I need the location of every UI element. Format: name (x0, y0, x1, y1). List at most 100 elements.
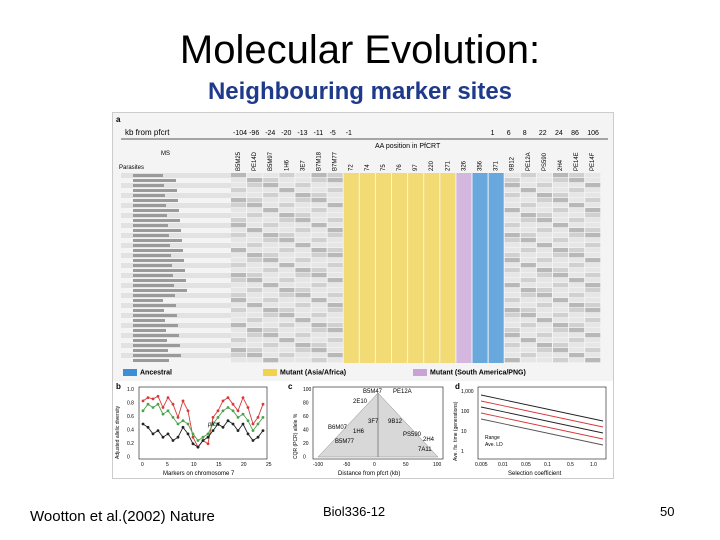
table-cell (263, 308, 279, 313)
table-cell (311, 298, 327, 303)
table-cell (504, 213, 520, 218)
table-cell (569, 313, 585, 318)
table-cell (279, 198, 295, 203)
parasite-name-bar (133, 219, 180, 222)
table-cell (553, 298, 569, 303)
table-cell (247, 243, 263, 248)
row-stripe (121, 243, 231, 248)
table-cell (231, 213, 247, 218)
table-cell (553, 323, 569, 328)
table-cell (247, 333, 263, 338)
table-cell (520, 213, 536, 218)
parasite-name-bar (133, 249, 183, 252)
table-cell (520, 358, 536, 363)
table-cell (295, 178, 311, 183)
marker-name: 271 (445, 160, 451, 171)
table-cell (279, 203, 295, 208)
table-cell (279, 338, 295, 343)
table-cell (520, 278, 536, 283)
table-cell (263, 173, 279, 178)
table-cell (504, 273, 520, 278)
table-cell (569, 343, 585, 348)
parasite-name-bar (133, 239, 182, 242)
table-cell (553, 288, 569, 293)
table-cell (263, 198, 279, 203)
table-cell (553, 353, 569, 358)
marker-name: PE14D (252, 151, 258, 171)
table-cell (279, 333, 295, 338)
table-cell (263, 183, 279, 188)
table-cell (569, 358, 585, 363)
series-red-point (256, 416, 260, 419)
table-cell (279, 343, 295, 348)
parasite-name-bar (133, 259, 184, 262)
table-cell (295, 288, 311, 293)
table-cell (295, 183, 311, 188)
table-cell (504, 283, 520, 288)
table-cell (536, 318, 552, 323)
table-cell (231, 198, 247, 203)
table-cell (279, 178, 295, 183)
table-cell (569, 203, 585, 208)
table-cell (311, 173, 327, 178)
marker-name: PS590 (542, 152, 548, 171)
table-cell (247, 273, 263, 278)
table-cell (247, 323, 263, 328)
kb-value: 106 (587, 130, 599, 137)
table-cell (327, 178, 343, 183)
row-stripe (121, 273, 231, 278)
table-cell (536, 353, 552, 358)
parasite-name-bar (133, 209, 179, 212)
series-black-point (206, 435, 210, 439)
row-stripe (121, 213, 231, 218)
table-cell (504, 248, 520, 253)
table-cell (553, 188, 569, 193)
panel-c-marker-label: PS590 (403, 432, 422, 438)
table-cell (504, 298, 520, 303)
table-cell (311, 343, 327, 348)
table-cell (231, 358, 247, 363)
row-stripe (121, 283, 231, 288)
series-black-point (146, 425, 150, 429)
table-cell (231, 223, 247, 228)
table-cell (536, 333, 552, 338)
table-cell (295, 278, 311, 283)
table-cell (311, 238, 327, 243)
legend-mutant-sa: Mutant (South America/PNG) (413, 369, 526, 376)
table-cell (504, 268, 520, 273)
table-cell (279, 248, 295, 253)
series-green-point (191, 432, 195, 436)
marker-name: 74 (365, 164, 371, 171)
table-cell (327, 308, 343, 313)
table-cell (585, 328, 601, 333)
table-cell (279, 213, 295, 218)
table-cell (585, 303, 601, 308)
table-cell (553, 228, 569, 233)
marker-name: PE12A (526, 152, 532, 171)
series-black-point (221, 425, 225, 429)
series-green-point (236, 416, 240, 419)
kb-value: 86 (571, 130, 579, 137)
row-stripe (121, 233, 231, 238)
kb-value: -104 (233, 130, 247, 137)
table-cell (279, 173, 295, 178)
table-cell (327, 258, 343, 263)
table-cell (585, 323, 601, 328)
panel-d-ytick: 10 (461, 429, 467, 435)
aa-column (488, 173, 504, 363)
table-cell (263, 333, 279, 338)
table-cell (327, 233, 343, 238)
table-cell (231, 263, 247, 268)
table-cell (553, 278, 569, 283)
table-cell (504, 178, 520, 183)
table-cell (536, 218, 552, 223)
panel-d-xtick: 0.5 (567, 462, 574, 468)
panel-c-marker-label: B5M77 (335, 439, 355, 445)
table-cell (231, 308, 247, 313)
table-cell (247, 183, 263, 188)
parasite-name-bar (133, 229, 181, 232)
table-cell (279, 258, 295, 263)
table-cell (311, 203, 327, 208)
table-cell (263, 298, 279, 303)
aa-column (456, 173, 472, 363)
